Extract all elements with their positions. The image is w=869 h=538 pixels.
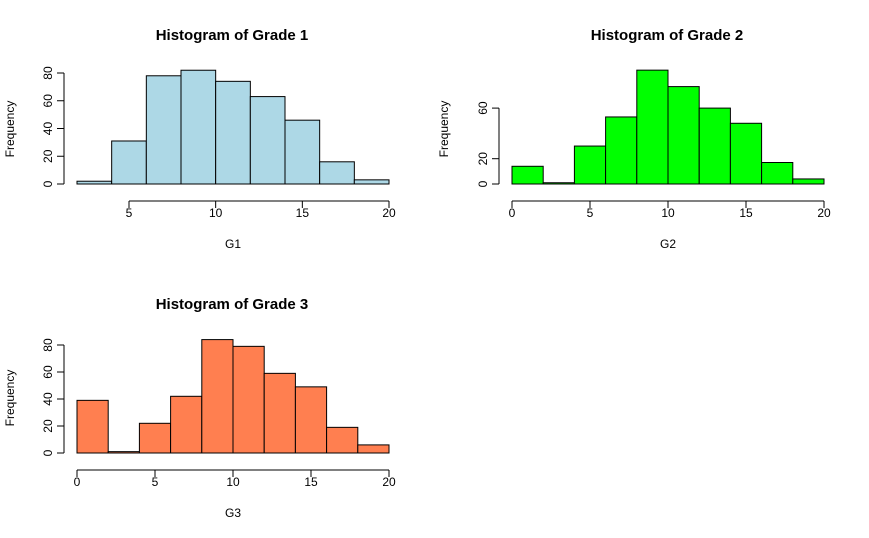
histogram-bar: [263, 372, 296, 454]
x-tick-label: 0: [509, 206, 516, 220]
histogram-bar: [111, 140, 147, 185]
x-axis-label: G1: [225, 237, 241, 251]
histogram-bar: [170, 395, 203, 454]
y-tick-label: 60: [41, 365, 55, 379]
histogram-bar: [319, 161, 355, 185]
x-tick-label: 20: [817, 206, 831, 220]
x-tick-label: 5: [126, 206, 133, 220]
x-axis-label: G2: [660, 237, 676, 251]
histogram-bar: [284, 119, 321, 185]
histogram-bar: [761, 162, 794, 185]
x-tick-label: 5: [152, 475, 159, 489]
y-tick-label: 0: [41, 449, 55, 456]
histogram-bar: [107, 451, 140, 454]
histogram-bar: [667, 86, 700, 185]
histogram-bar: [573, 145, 607, 185]
y-tick-label: 40: [41, 122, 55, 136]
y-tick-label: 20: [41, 419, 55, 433]
y-tick-label: 20: [476, 152, 490, 166]
histogram-bar: [729, 122, 763, 185]
histogram-bar: [76, 180, 113, 185]
histogram-bar: [636, 69, 669, 185]
histogram-bar: [792, 178, 825, 185]
y-tick-label: 20: [41, 149, 55, 163]
y-tick-label: 80: [41, 66, 55, 80]
histogram-panel-2: Histogram of Grade 2 0 5 10 15 20 0 20 60 G2 Frequ…: [437, 27, 831, 251]
x-axis-label: G3: [225, 506, 241, 520]
histogram-bar: [76, 399, 109, 454]
histogram-bar: [201, 339, 234, 454]
y-axis-label: Frequency: [3, 370, 17, 427]
y-axis-label: Frequency: [437, 101, 451, 158]
x-tick-label: 0: [74, 475, 81, 489]
x-tick-label: 15: [296, 206, 310, 220]
histogram-bar: [215, 80, 251, 185]
histogram-bar: [145, 75, 182, 185]
chart-title: Histogram of Grade 2: [591, 27, 744, 44]
y-tick-label: 60: [476, 101, 490, 115]
y-axis-label: Frequency: [3, 101, 17, 158]
histogram-bar: [357, 444, 390, 454]
y-tick-label: 60: [41, 94, 55, 108]
x-tick-label: 20: [382, 206, 396, 220]
x-tick-label: 15: [304, 475, 318, 489]
histogram-bar: [249, 96, 286, 185]
y-tick-label: 80: [41, 338, 55, 352]
histogram-bar: [180, 69, 217, 185]
histogram-bar: [542, 182, 575, 185]
x-tick-label: 10: [661, 206, 675, 220]
y-tick-label: 0: [41, 180, 55, 187]
x-tick-label: 20: [382, 475, 396, 489]
histogram-bar: [326, 426, 359, 454]
histogram-bar: [605, 116, 638, 185]
x-tick-label: 5: [587, 206, 594, 220]
y-tick-label: 0: [476, 180, 490, 187]
chart-title: Histogram of Grade 3: [156, 296, 309, 313]
x-tick-label: 10: [226, 475, 240, 489]
histogram-panel-1: Histogram of Grade 1 5 10 15 20 0 20 40 60 80 G1 Fr…: [3, 27, 396, 251]
histogram-bar: [511, 165, 544, 185]
histogram-panel-3: Histogram of Grade 3 0 5 10 15 20 0 20 40 60 80 G3 F…: [3, 296, 396, 520]
chart-title: Histogram of Grade 1: [156, 27, 309, 44]
histogram-bar: [232, 345, 265, 454]
histogram-bar: [138, 422, 172, 454]
histogram-bar: [294, 386, 328, 454]
y-tick-label: 40: [41, 392, 55, 406]
x-tick-label: 10: [209, 206, 223, 220]
histogram-bar: [698, 107, 731, 185]
histogram-bar: [353, 179, 390, 185]
x-tick-label: 15: [739, 206, 753, 220]
